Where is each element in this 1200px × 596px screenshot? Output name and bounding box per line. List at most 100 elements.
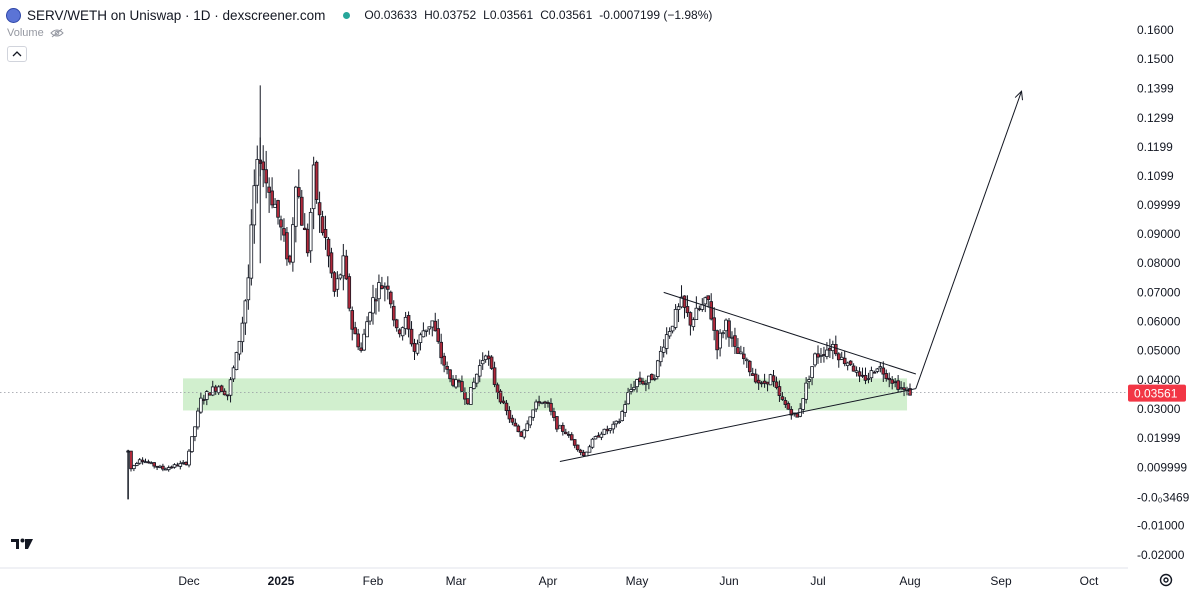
volume-legend[interactable]: Volume — [7, 27, 64, 39]
candle-body-up — [608, 428, 613, 431]
candle-body-down — [578, 449, 583, 453]
candle — [297, 169, 301, 199]
y-tick-label: 0.09999 — [1137, 198, 1181, 212]
candle — [237, 340, 242, 361]
last-price-tag-bg — [1128, 384, 1186, 402]
candle-body-up — [810, 366, 814, 379]
candle — [146, 459, 151, 464]
candle-body-down — [184, 461, 188, 465]
x-tick-label: Aug — [899, 574, 920, 588]
candle — [644, 379, 648, 392]
candle-body-down — [863, 375, 868, 381]
candle — [276, 199, 280, 225]
candle — [617, 418, 621, 425]
candle — [356, 328, 360, 351]
candle-body-up — [255, 159, 260, 186]
candle-body-up — [525, 423, 530, 431]
candle — [845, 361, 850, 371]
candle — [839, 351, 844, 361]
candle — [887, 372, 892, 388]
candle-body-up — [178, 463, 183, 467]
y-tick-label: -0.0₀3469 — [1137, 490, 1190, 504]
candle-body-up — [430, 320, 435, 328]
candle — [578, 448, 583, 456]
settings-icon[interactable] — [1158, 572, 1174, 588]
candle — [353, 321, 357, 335]
candle-body-up — [632, 386, 636, 390]
candle-body-down — [391, 305, 396, 321]
candle-body-up — [866, 378, 871, 380]
candle — [572, 439, 577, 449]
candle — [516, 424, 521, 433]
candle-body-up — [418, 334, 423, 343]
candle-body-up — [368, 312, 372, 322]
candle-body-down — [353, 327, 357, 335]
candle — [703, 296, 708, 313]
candle — [341, 243, 346, 291]
candle — [629, 383, 633, 395]
candle-body-up — [338, 274, 343, 279]
candle — [875, 367, 880, 374]
candle-body-down — [264, 169, 268, 184]
candle-body-up — [240, 322, 245, 343]
high-label: H — [424, 8, 433, 22]
candle-body-down — [323, 229, 328, 239]
candle — [228, 377, 233, 403]
candle-body-down — [433, 320, 438, 332]
candle — [561, 422, 565, 436]
candle — [721, 330, 725, 339]
candle-body-down — [445, 365, 449, 370]
candle — [691, 317, 696, 331]
candle — [412, 338, 417, 360]
candle — [243, 299, 248, 335]
candle-body-down — [510, 417, 515, 423]
candle — [896, 374, 900, 393]
candle — [158, 464, 162, 469]
candle-body-down — [302, 227, 307, 230]
candle — [854, 366, 859, 377]
candle — [638, 371, 642, 385]
candle — [317, 191, 322, 233]
candle-body-up — [587, 446, 592, 453]
candle-body-down — [736, 347, 740, 354]
candle-body-down — [834, 344, 838, 355]
x-tick-label: Mar — [446, 574, 467, 588]
candle-body-down — [552, 411, 556, 418]
candle-body-down — [765, 381, 770, 385]
candle-body-down — [842, 357, 847, 365]
candle — [427, 326, 432, 335]
candle — [813, 352, 817, 368]
candle-body-up — [291, 224, 295, 263]
candle-body-down — [543, 401, 547, 404]
candle-body-down — [279, 219, 283, 228]
tradingview-logo-icon[interactable] — [10, 536, 34, 552]
y-tick-label: 0.04000 — [1137, 373, 1181, 387]
candle-body-down — [569, 434, 574, 441]
symbol-title[interactable]: SERV/WETH on Uniswap · 1D · dexscreener.… — [27, 7, 326, 23]
candle — [433, 312, 438, 332]
candle-body-down — [436, 328, 441, 342]
collapse-legend-button[interactable] — [7, 46, 27, 62]
candle — [623, 400, 627, 417]
eye-off-icon[interactable] — [49, 28, 64, 38]
candle — [448, 369, 452, 383]
candle-body-up — [590, 438, 595, 448]
candle-body-down — [299, 196, 304, 226]
candle-body-down — [709, 301, 713, 320]
candle — [620, 409, 624, 422]
candle — [851, 363, 856, 372]
candle-body-down — [753, 373, 758, 383]
candle-body-down — [641, 380, 645, 385]
candle — [872, 370, 877, 374]
candle — [202, 394, 206, 405]
candle-body-down — [267, 186, 271, 193]
candle-body-down — [872, 371, 877, 374]
candle — [196, 407, 200, 430]
candle-body-up — [661, 346, 666, 353]
candle-body-up — [614, 420, 619, 425]
candle — [451, 375, 455, 388]
candle — [593, 435, 598, 440]
candle — [249, 209, 254, 286]
